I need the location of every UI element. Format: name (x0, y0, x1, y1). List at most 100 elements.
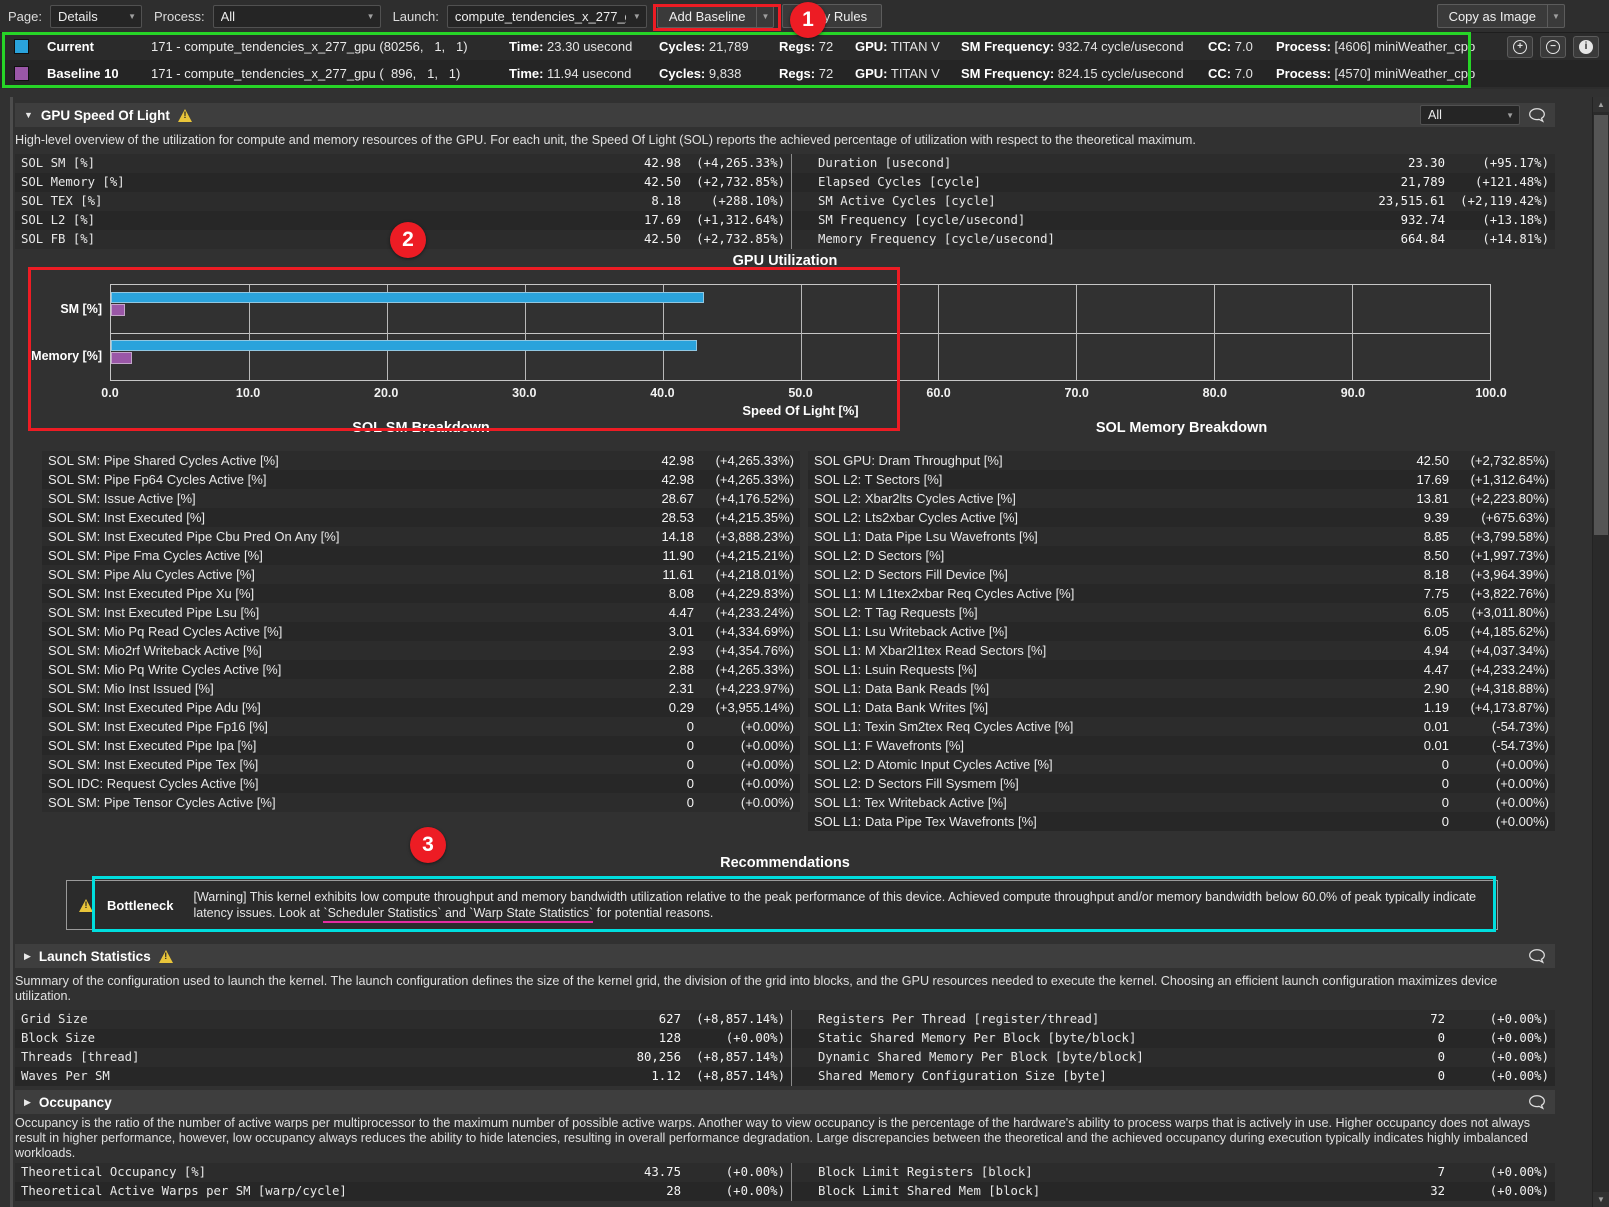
launch-dropdown[interactable]: compute_tendencies_x_277_gpu ▼ (446, 4, 647, 28)
metric-label: SOL SM: Inst Executed Pipe Lsu [%] (48, 605, 260, 620)
scrollbar-down-button[interactable]: ▼ (1593, 1192, 1609, 1207)
warning-icon: ! (158, 949, 173, 963)
comment-bubble-icon[interactable] (1528, 1094, 1546, 1110)
current-kernel-row[interactable]: Current 171 - compute_tendencies_x_277_g… (0, 33, 1609, 60)
x-tick-label: 90.0 (1340, 386, 1366, 400)
baseline-color-swatch (14, 66, 29, 81)
kernel-stat: GPU: TITAN V (855, 66, 940, 81)
scrollbar-up-button[interactable]: ▲ (1593, 97, 1609, 112)
chart-gridline (386, 285, 388, 380)
launch-statistics-description: Summary of the configuration used to lau… (15, 974, 1498, 1003)
bar-current (111, 339, 698, 351)
metric-label: SOL L1: Texin Sm2tex Req Cycles Active [… (814, 719, 1074, 734)
metric-label: SOL SM: Pipe Tensor Cycles Active [%] (48, 795, 276, 810)
metric-label: SOL SM: Inst Executed Pipe Fp16 [%] (48, 719, 268, 734)
info-button[interactable]: i (1573, 36, 1599, 58)
annotation-badge-2: 2 (390, 222, 426, 258)
section-header-occupancy[interactable]: ▶ Occupancy (15, 1090, 1555, 1114)
metric-delta: (+0.00%) (1495, 776, 1549, 791)
table-row: SOL L1: M Xbar2l1tex Read Sectors [%] 4.9… (808, 641, 1555, 660)
metric-value: 42.98 (643, 156, 681, 170)
sol-filter-dropdown[interactable]: All ▼ (1420, 105, 1520, 125)
metric-value: 9.39 (1423, 510, 1449, 525)
table-row: SOL SM: Mio Inst Issued [%] 2.31 (+4,223.9… (42, 679, 800, 698)
table-row: SOL SM: Mio Pq Read Cycles Active [%] 3.0… (42, 622, 800, 641)
metric-label: SOL SM: Inst Executed Pipe Tex [%] (48, 757, 259, 772)
metric-value: 0 (1441, 776, 1449, 791)
metric-label: SOL L1: M L1tex2xbar Req Cycles Active [… (814, 586, 1075, 601)
info-circle-icon: i (1579, 40, 1593, 54)
metric-label: SOL L1: F Wavefronts [%] (814, 738, 965, 753)
kernel-signature: 171 - compute_tendencies_x_277_gpu (8025… (151, 39, 468, 54)
table-row: SOL L2: D Sectors Fill Sysmem [%] 0 (+0.00… (808, 774, 1555, 793)
metric-value: 6.05 (1423, 605, 1449, 620)
metric-value: 43.75 (643, 1165, 681, 1179)
copy-as-image-menu-button[interactable]: ▼ (1548, 4, 1565, 28)
kernel-stat: Regs: 72 (779, 39, 834, 54)
metric-value: 23,515.61 (1378, 194, 1445, 208)
bottleneck-section-links[interactable]: `Scheduler Statistics` and `Warp State S… (323, 906, 594, 923)
metric-delta: (+4,215.35%) (715, 510, 794, 525)
metric-label: SOL L1: Lsuin Requests [%] (814, 662, 977, 677)
metric-delta: (+0.00%) (1489, 1012, 1549, 1026)
process-dropdown-value: All (220, 8, 236, 24)
metric-label: Grid Size (21, 1012, 88, 1026)
metric-delta: (+2,732.85%) (696, 232, 785, 246)
metric-delta: (+121.48%) (1474, 175, 1549, 189)
metric-label: SOL SM: Inst Executed [%] (48, 510, 206, 525)
metric-label: SOL L1: Tex Writeback Active [%] (814, 795, 1007, 810)
occupancy-table-left: Theoretical Occupancy [%] 43.75 (+0.00%) Th… (15, 1163, 791, 1201)
metric-label: SOL SM: Inst Executed Pipe Xu [%] (48, 586, 255, 601)
metric-delta: (+4,318.88%) (1470, 681, 1549, 696)
annotation-badge-1: 1 (790, 2, 826, 38)
process-dropdown[interactable]: All ▼ (212, 4, 381, 28)
metric-delta: (+4,233.24%) (1470, 662, 1549, 677)
kernel-stat: Time: 23.30 usecond (509, 39, 633, 54)
metric-value: 2.88 (668, 662, 694, 677)
metric-label: Theoretical Active Warps per SM [warp/cy… (21, 1184, 347, 1198)
section-header-gpu-speed-of-light[interactable]: ▼ GPU Speed Of Light ! All ▼ (15, 103, 1555, 127)
plus-circle-icon: + (1513, 40, 1527, 54)
copy-as-image-button[interactable]: Copy as Image (1436, 4, 1548, 28)
x-tick-label: 60.0 (926, 386, 951, 400)
add-baseline-button[interactable]: Add Baseline (656, 4, 758, 28)
chart-gridline (248, 285, 250, 380)
metric-delta: (+3,964.39%) (1470, 567, 1549, 582)
metric-value: 80,256 (636, 1050, 681, 1064)
comment-bubble-icon[interactable] (1528, 107, 1546, 123)
table-row: Grid Size 627 (+8,857.14%) (15, 1010, 791, 1029)
page-dropdown[interactable]: Details ▼ (49, 4, 142, 28)
chart-gridline (524, 285, 526, 380)
table-row: SOL Memory [%] 42.50 (+2,732.85%) (15, 173, 791, 192)
metric-delta: (-54.73%) (1491, 738, 1549, 753)
y-category-label: Memory [%] (31, 349, 102, 364)
metric-label: SOL SM: Pipe Shared Cycles Active [%] (48, 453, 279, 468)
add-baseline-menu-button[interactable]: ▼ (757, 4, 775, 28)
metric-value: 1.12 (651, 1069, 681, 1083)
table-row: SOL TEX [%] 8.18 (+288.10%) (15, 192, 791, 211)
table-row: Block Limit Shared Mem [block] 32 (+0.00%) (792, 1182, 1555, 1201)
x-tick-label: 80.0 (1202, 386, 1227, 400)
table-row: SOL SM: Pipe Tensor Cycles Active [%] 0 (+… (42, 793, 800, 812)
vertical-scrollbar[interactable]: ▲ ▼ (1592, 97, 1609, 1207)
page-dropdown-value: Details (57, 8, 98, 24)
process-label: Process: (153, 8, 205, 24)
section-header-launch-statistics[interactable]: ▶ Launch Statistics ! (15, 944, 1555, 968)
table-row: SOL SM: Issue Active [%] 28.67 (+4,176.52%… (42, 489, 800, 508)
chevron-down-icon: ▼ (128, 11, 136, 21)
table-row: Duration [usecond] 23.30 (+95.17%) (792, 154, 1555, 173)
comment-bubble-icon[interactable] (1528, 948, 1546, 964)
metric-delta: (+0.00%) (740, 757, 794, 772)
table-row: SOL L2: Lts2xbar Cycles Active [%] 9.39 (+… (808, 508, 1555, 527)
table-row: SOL SM: Inst Executed Pipe Lsu [%] 4.47 (+… (42, 603, 800, 622)
kernel-stat: Process: [4570] miniWeather_cpp (1276, 66, 1476, 81)
metric-label: Block Size (21, 1031, 96, 1045)
kernel-stat: GPU: TITAN V (855, 39, 940, 54)
baseline-kernel-row[interactable]: Baseline 10 171 - compute_tendencies_x_2… (0, 60, 1609, 87)
zoom-out-button[interactable]: − (1540, 36, 1566, 58)
metric-value: 4.47 (668, 605, 694, 620)
metric-delta: (+0.00%) (740, 795, 794, 810)
zoom-in-button[interactable]: + (1507, 36, 1533, 58)
scrollbar-thumb[interactable] (1594, 115, 1608, 535)
chart-gridline (1214, 285, 1216, 380)
